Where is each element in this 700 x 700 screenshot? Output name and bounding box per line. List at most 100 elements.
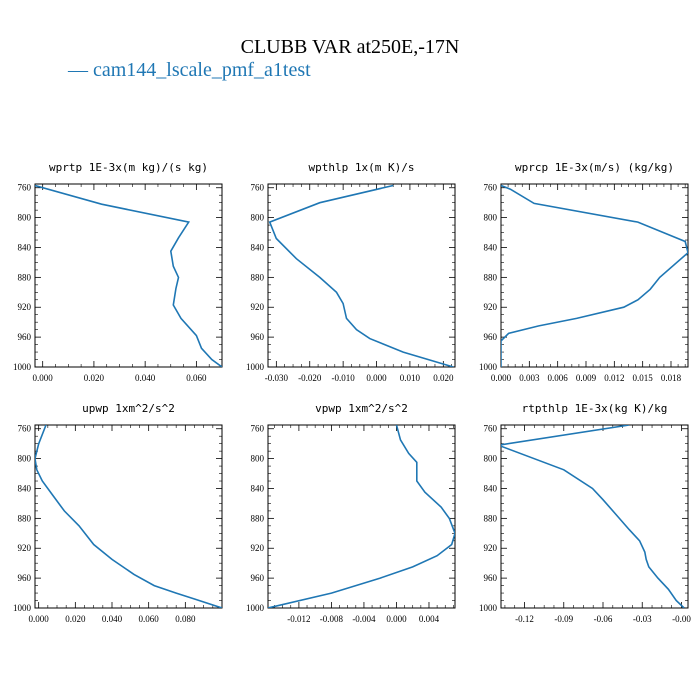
x-tick-label: -0.00 <box>672 614 691 624</box>
x-tick-label: 0.000 <box>491 373 512 383</box>
series-line <box>35 425 222 608</box>
x-tick-label: -0.06 <box>594 614 613 624</box>
series-line <box>501 425 685 608</box>
x-tick-label: -0.03 <box>633 614 652 624</box>
subplot-4: upwp 1xm^2/s^2 760 800 840 880 920 960 10000.00… <box>13 402 223 624</box>
y-tick-label: 880 <box>484 272 498 282</box>
y-tick-label: 760 <box>484 424 498 434</box>
x-tick-label: 0.010 <box>400 373 421 383</box>
x-tick-label: 0.000 <box>366 373 387 383</box>
x-tick-label: -0.020 <box>298 373 322 383</box>
series-line <box>501 184 688 367</box>
figure-title: CLUBB VAR at250E,-17N <box>240 36 460 58</box>
y-tick-label: 960 <box>484 332 498 342</box>
y-tick-label: 960 <box>251 332 265 342</box>
y-tick-label: 760 <box>18 183 32 193</box>
x-tick-label: -0.012 <box>287 614 310 624</box>
subplot-5: vpwp 1xm^2/s^2 760 800 840 880 920 960 1000 -0.0… <box>246 402 456 624</box>
y-tick-label: 800 <box>484 213 498 223</box>
y-tick-label: 960 <box>484 573 498 583</box>
y-tick-label: 880 <box>484 513 498 523</box>
y-tick-label: 880 <box>18 272 32 282</box>
plot-title: wprcp 1E-3x(m/s) (kg/kg) <box>515 161 674 174</box>
x-tick-label: 0.015 <box>633 373 654 383</box>
y-tick-label: 880 <box>251 513 265 523</box>
subplot-1: wprtp 1E-3x(m kg)/(s kg) 760 800 840 880 920 9… <box>13 161 223 383</box>
x-tick-label: -0.030 <box>265 373 289 383</box>
x-tick-label: 0.012 <box>604 373 624 383</box>
plot-frame <box>267 424 456 609</box>
x-tick-label: -0.008 <box>320 614 344 624</box>
x-tick-label: 0.020 <box>84 373 105 383</box>
y-tick-label: 960 <box>251 573 265 583</box>
y-tick-label: 1000 <box>246 362 265 372</box>
x-tick-label: 0.020 <box>65 614 86 624</box>
y-tick-label: 840 <box>251 242 265 252</box>
plot-title: upwp 1xm^2/s^2 <box>82 402 175 415</box>
x-tick-label: 0.018 <box>661 373 682 383</box>
y-tick-label: 840 <box>251 483 265 493</box>
y-tick-label: 920 <box>251 302 265 312</box>
y-tick-label: 920 <box>484 302 498 312</box>
y-tick-label: 1000 <box>13 603 32 613</box>
x-tick-label: 0.000 <box>386 614 407 624</box>
y-tick-label: 920 <box>18 543 32 553</box>
x-tick-label: -0.004 <box>352 614 376 624</box>
plot-frame <box>500 183 689 368</box>
legend-entry: — cam144_lscale_pmf_a1test <box>68 59 311 81</box>
series-line <box>268 425 455 608</box>
y-tick-label: 920 <box>18 302 32 312</box>
y-tick-label: 920 <box>484 543 498 553</box>
y-tick-label: 840 <box>18 242 32 252</box>
plot-title: wpthlp 1x(m K)/s <box>309 161 415 174</box>
y-tick-label: 760 <box>18 424 32 434</box>
x-tick-label: 0.006 <box>548 373 569 383</box>
y-tick-label: 840 <box>484 242 498 252</box>
plot-title: vpwp 1xm^2/s^2 <box>315 402 408 415</box>
y-tick-label: 1000 <box>246 603 265 613</box>
y-tick-label: 840 <box>484 483 498 493</box>
y-tick-label: 840 <box>18 483 32 493</box>
x-tick-label: 0.009 <box>576 373 597 383</box>
y-tick-label: 960 <box>18 332 32 342</box>
x-tick-label: 0.040 <box>135 373 156 383</box>
y-tick-label: 800 <box>251 454 265 464</box>
y-tick-label: 760 <box>484 183 498 193</box>
x-tick-label: 0.060 <box>186 373 207 383</box>
y-tick-label: 800 <box>251 213 265 223</box>
y-tick-label: 760 <box>251 424 265 434</box>
plot-frame <box>267 183 456 368</box>
x-tick-label: -0.12 <box>515 614 534 624</box>
subplot-2: wpthlp 1x(m K)/s7608008408809209601000-0… <box>246 161 456 383</box>
x-tick-label: -0.010 <box>332 373 356 383</box>
x-tick-label: 0.003 <box>519 373 540 383</box>
y-tick-label: 880 <box>18 513 32 523</box>
x-tick-label: 0.004 <box>419 614 440 624</box>
x-tick-label: 0.000 <box>29 614 50 624</box>
y-tick-label: 1000 <box>479 603 498 613</box>
x-tick-label: 0.060 <box>139 614 160 624</box>
plot-frame <box>34 424 223 609</box>
y-tick-label: 760 <box>251 183 265 193</box>
y-tick-label: 920 <box>251 543 265 553</box>
y-tick-label: 960 <box>18 573 32 583</box>
x-tick-label: 0.000 <box>33 373 54 383</box>
plot-frame <box>34 183 223 368</box>
x-tick-label: 0.040 <box>102 614 123 624</box>
plot-title: wprtp 1E-3x(m kg)/(s kg) <box>49 161 208 174</box>
plot-frame <box>500 424 689 609</box>
y-tick-label: 800 <box>18 454 32 464</box>
series-line <box>35 184 222 367</box>
x-tick-label: -0.09 <box>554 614 573 624</box>
y-tick-label: 1000 <box>13 362 32 372</box>
x-tick-label: 0.080 <box>175 614 196 624</box>
y-tick-label: 800 <box>484 454 498 464</box>
y-tick-label: 1000 <box>479 362 498 372</box>
subplot-6: rtpthlp 1E-3x(kg K)/kg 760 800 840 880 920 960… <box>479 402 691 624</box>
series-line <box>268 184 454 367</box>
y-tick-label: 880 <box>251 272 265 282</box>
plot-title: rtpthlp 1E-3x(kg K)/kg <box>522 402 668 415</box>
subplot-3: wprcp 1E-3x(m/s) (kg/kg) 760 800 840 880 920 9… <box>479 161 689 383</box>
x-tick-label: 0.020 <box>433 373 454 383</box>
